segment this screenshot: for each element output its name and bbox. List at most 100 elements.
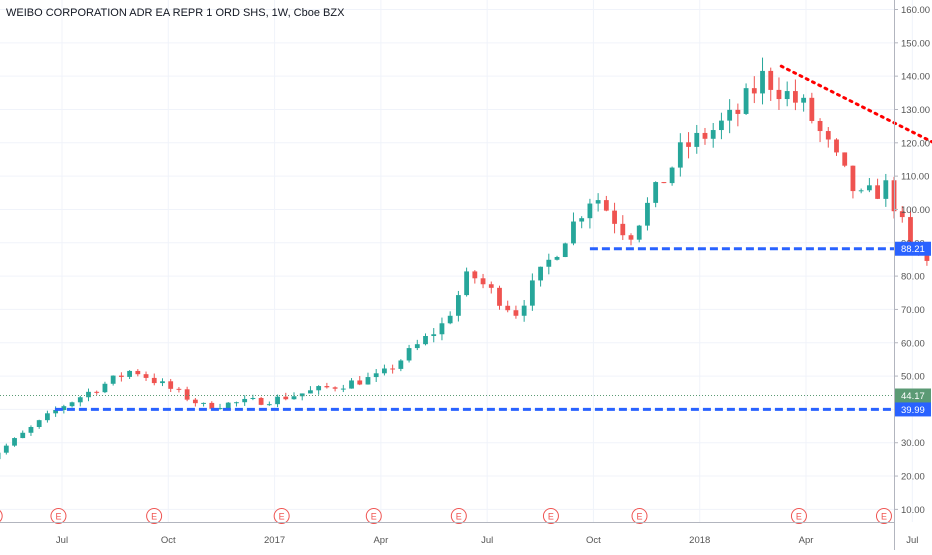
candle-up xyxy=(45,413,50,420)
candle-down xyxy=(818,121,823,131)
support-price-label: 39.99 xyxy=(901,405,925,416)
resistance-price-label: 88.21 xyxy=(901,244,925,255)
candle-up xyxy=(645,203,650,226)
candle-up xyxy=(407,348,412,360)
candle-up xyxy=(12,438,17,446)
candle-down xyxy=(472,271,477,278)
candle-up xyxy=(563,243,568,257)
candle-up xyxy=(588,204,593,219)
plot-area xyxy=(0,0,894,522)
y-tick-label: 110.00 xyxy=(901,172,929,183)
candle-up xyxy=(883,180,888,199)
candle-down xyxy=(629,235,634,239)
x-tick-label: Apr xyxy=(799,535,814,546)
candle-up xyxy=(374,373,379,377)
candle-down xyxy=(209,403,214,409)
candle-up xyxy=(711,130,716,139)
candle-down xyxy=(324,386,329,387)
price-labels: 88.21 44.17 39.99 xyxy=(895,242,931,417)
candle-up xyxy=(579,218,584,221)
earnings-marker-label: E xyxy=(637,512,643,522)
candle-down xyxy=(809,98,814,121)
candle-down xyxy=(193,400,198,404)
candle-up xyxy=(20,433,25,438)
candle-up xyxy=(431,334,436,336)
x-tick-label: Jul xyxy=(906,535,918,546)
candle-up xyxy=(546,260,551,267)
y-tick-label: 120.00 xyxy=(901,138,930,149)
candle-up xyxy=(464,271,469,295)
candle-up xyxy=(653,182,658,203)
candle-up xyxy=(859,190,864,191)
x-tick-label: Oct xyxy=(586,535,601,546)
candle-up xyxy=(423,336,428,344)
candle-down xyxy=(703,133,708,139)
candle-up xyxy=(694,133,699,147)
earnings-marker-label: E xyxy=(371,512,377,522)
last-price-label: 44.17 xyxy=(901,391,925,402)
candle-up xyxy=(103,384,108,392)
candle-down xyxy=(481,278,486,284)
candle-up xyxy=(382,368,387,373)
candle-up xyxy=(86,392,91,397)
candle-up xyxy=(867,185,872,190)
candle-up xyxy=(538,267,543,281)
candle-down xyxy=(505,306,510,310)
candle-up xyxy=(440,323,445,334)
candle-down xyxy=(735,110,740,114)
x-tick-label: 2017 xyxy=(264,535,285,546)
y-tick-label: 50.00 xyxy=(901,372,925,383)
candle-down xyxy=(144,374,149,378)
candle-up xyxy=(522,306,527,316)
candle-up xyxy=(226,403,231,408)
time-axis[interactable]: JulOct2017AprJulOct2018AprJulOct2019MayA… xyxy=(56,535,932,546)
candle-down xyxy=(686,142,691,147)
earnings-marker-label: E xyxy=(548,512,554,522)
candle-down xyxy=(768,71,773,90)
candle-down xyxy=(604,200,609,211)
candle-down xyxy=(283,397,288,400)
candle-up xyxy=(127,371,132,377)
candle-down xyxy=(661,182,666,183)
candle-up xyxy=(744,88,749,114)
earnings-marker-label: E xyxy=(796,512,802,522)
x-tick-label: Jul xyxy=(481,535,493,546)
candle-up xyxy=(398,360,403,368)
candle-up xyxy=(267,404,272,405)
candle-up xyxy=(242,399,247,402)
candle-up xyxy=(678,142,683,167)
candle-down xyxy=(752,88,757,93)
candle-up xyxy=(637,226,642,240)
candle-up xyxy=(234,402,239,403)
candle-down xyxy=(135,371,140,374)
candle-down xyxy=(94,392,99,393)
candle-up xyxy=(70,402,75,406)
candle-down xyxy=(489,284,494,288)
candle-up xyxy=(571,222,576,244)
candle-up xyxy=(250,398,255,399)
y-tick-label: 20.00 xyxy=(901,472,925,483)
candle-up xyxy=(349,380,354,388)
candle-up xyxy=(366,377,371,384)
candle-down xyxy=(497,288,502,306)
candle-down xyxy=(834,140,839,153)
candle-up xyxy=(78,397,83,402)
candle-down xyxy=(185,389,190,399)
candle-up xyxy=(292,396,297,399)
candle-up xyxy=(4,446,9,453)
candle-down xyxy=(842,152,847,165)
candle-up xyxy=(201,403,206,404)
y-tick-label: 80.00 xyxy=(901,272,925,283)
candle-down xyxy=(168,381,173,389)
candle-down xyxy=(152,378,157,383)
candle-down xyxy=(259,398,264,405)
candle-down xyxy=(357,380,362,384)
y-tick-label: 60.00 xyxy=(901,338,925,349)
candle-up xyxy=(785,91,790,99)
x-tick-label: Jul xyxy=(56,535,68,546)
candle-up xyxy=(275,397,280,404)
candle-up xyxy=(160,381,165,383)
y-tick-label: 70.00 xyxy=(901,305,925,316)
y-tick-label: 100.00 xyxy=(901,205,930,216)
